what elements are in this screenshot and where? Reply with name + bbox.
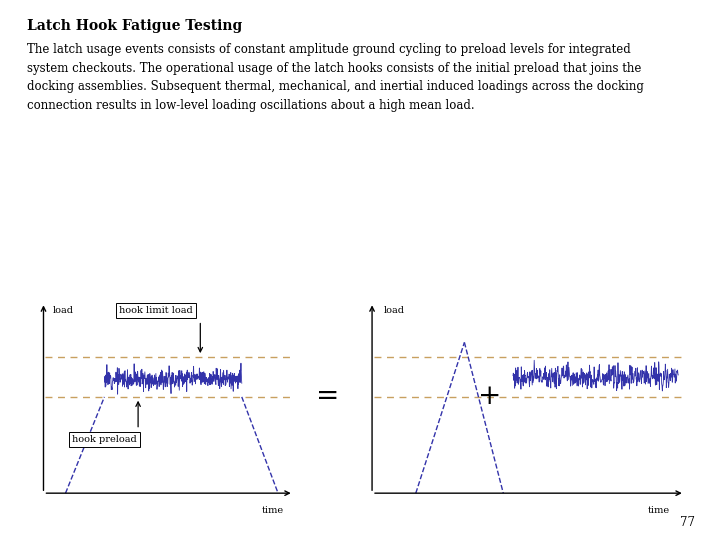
Text: hook preload: hook preload — [72, 435, 137, 444]
Text: time: time — [262, 506, 284, 515]
Text: +: + — [478, 383, 501, 410]
Text: load: load — [53, 306, 73, 315]
Text: The latch usage events consists of constant amplitude ground cycling to preload : The latch usage events consists of const… — [27, 43, 644, 112]
Text: time: time — [648, 506, 670, 515]
Text: load: load — [383, 306, 405, 315]
Text: hook limit load: hook limit load — [120, 306, 193, 315]
Text: =: = — [316, 383, 339, 410]
Text: 77: 77 — [680, 516, 695, 530]
Text: Latch Hook Fatigue Testing: Latch Hook Fatigue Testing — [27, 19, 243, 33]
